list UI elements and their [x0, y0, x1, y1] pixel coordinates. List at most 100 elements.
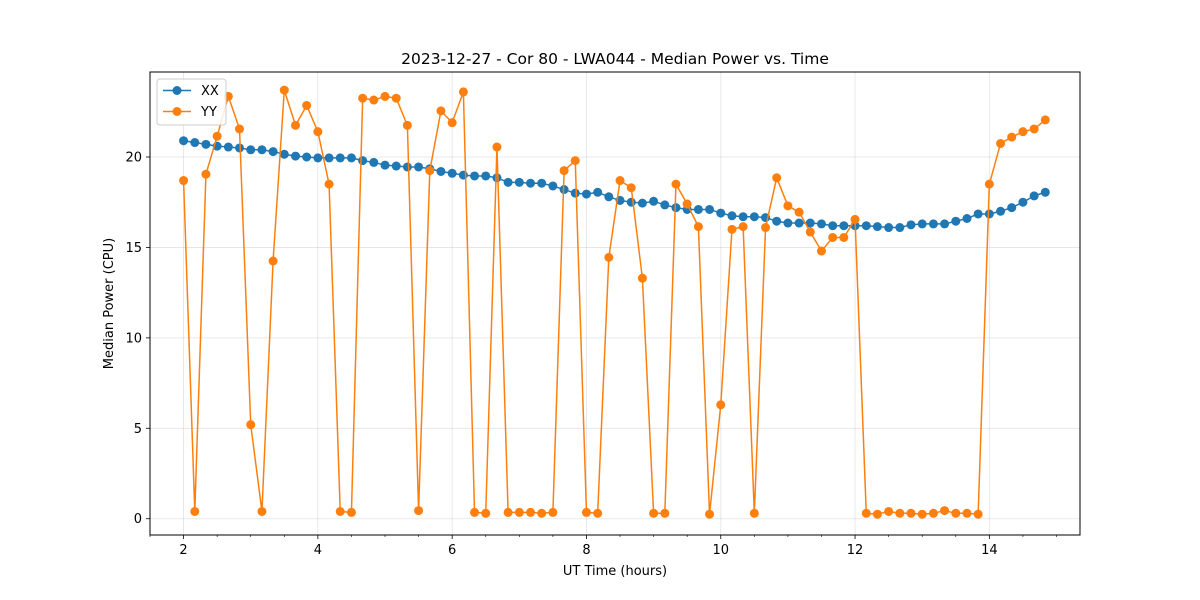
x-tick-label: 2 — [179, 543, 187, 558]
data-point-yy — [839, 232, 849, 242]
data-point-xx — [537, 178, 547, 188]
data-point-yy — [257, 506, 267, 516]
data-point-yy — [436, 106, 446, 116]
data-point-yy — [884, 506, 894, 516]
data-point-yy — [335, 506, 345, 516]
legend-label-xx: XX — [201, 84, 219, 99]
data-point-yy — [246, 420, 256, 430]
data-point-yy — [940, 506, 950, 516]
legend-label-yy: YY — [200, 105, 217, 120]
data-point-xx — [346, 153, 356, 163]
data-point-xx — [570, 188, 580, 198]
legend-marker-yy — [172, 107, 182, 116]
data-point-xx — [391, 161, 401, 171]
series-layer — [179, 85, 1050, 519]
data-point-yy — [492, 142, 502, 152]
data-point-xx — [861, 221, 871, 231]
data-point-xx — [447, 168, 457, 178]
data-point-yy — [581, 507, 591, 517]
data-point-yy — [895, 508, 905, 518]
data-point-xx — [705, 204, 715, 214]
data-point-yy — [212, 131, 222, 141]
data-point-xx — [593, 187, 603, 197]
x-tick-label: 10 — [712, 543, 729, 558]
data-point-yy — [772, 173, 782, 183]
data-point-xx — [436, 166, 446, 176]
data-point-xx — [335, 153, 345, 163]
data-point-xx — [302, 152, 312, 162]
y-axis-label: Median Power (CPU) — [102, 238, 117, 369]
data-point-yy — [503, 507, 513, 517]
data-point-xx — [492, 173, 502, 183]
data-point-yy — [604, 252, 614, 262]
data-point-xx — [805, 218, 815, 228]
data-point-xx — [951, 216, 961, 226]
y-tick-label: 20 — [125, 151, 142, 166]
y-tick-label: 5 — [134, 422, 142, 437]
data-point-xx — [201, 139, 211, 149]
data-point-xx — [984, 209, 994, 219]
data-point-xx — [1018, 197, 1028, 207]
data-point-xx — [324, 153, 334, 163]
data-point-xx — [828, 221, 838, 231]
data-point-yy — [235, 124, 245, 134]
data-point-xx — [783, 218, 793, 228]
data-point-xx — [1040, 187, 1050, 197]
data-point-xx — [246, 145, 256, 155]
data-point-yy — [872, 509, 882, 519]
series-yy — [179, 85, 1050, 519]
data-point-xx — [716, 208, 726, 218]
data-point-xx — [414, 162, 424, 172]
axes-frame — [149, 71, 1081, 536]
data-point-yy — [973, 509, 983, 519]
data-point-yy — [1007, 132, 1017, 142]
x-tick-label: 12 — [847, 543, 864, 558]
data-point-yy — [805, 227, 815, 237]
data-point-yy — [1029, 124, 1039, 134]
data-point-xx — [928, 219, 938, 229]
data-point-xx — [190, 138, 200, 148]
data-point-xx — [973, 209, 983, 219]
legend: XX YY — [156, 78, 227, 126]
data-point-yy — [559, 166, 569, 176]
data-point-yy — [279, 85, 289, 95]
data-point-yy — [783, 201, 793, 211]
data-point-yy — [268, 256, 278, 266]
data-point-yy — [637, 273, 647, 283]
data-point-xx — [749, 212, 759, 222]
data-point-yy — [917, 509, 927, 519]
chart-title: 2023-12-27 - Cor 80 - LWA044 - Median Po… — [401, 50, 829, 68]
data-point-yy — [402, 120, 412, 130]
data-point-xx — [738, 212, 748, 222]
data-point-xx — [526, 178, 536, 188]
data-point-xx — [637, 198, 647, 208]
data-point-xx — [917, 219, 927, 229]
data-point-xx — [693, 204, 703, 214]
data-point-yy — [727, 224, 737, 234]
x-tick-label: 14 — [981, 543, 998, 558]
data-point-xx — [223, 142, 233, 152]
data-point-yy — [458, 87, 468, 97]
data-point-yy — [761, 223, 771, 233]
data-point-xx — [996, 206, 1006, 216]
data-point-xx — [291, 151, 301, 161]
data-point-xx — [514, 177, 524, 187]
data-point-yy — [593, 508, 603, 518]
data-point-yy — [447, 118, 457, 128]
data-point-yy — [369, 95, 379, 105]
y-tick-label: 15 — [125, 241, 142, 256]
data-point-yy — [626, 183, 636, 193]
data-point-xx — [503, 177, 513, 187]
data-point-xx — [581, 189, 591, 199]
data-point-yy — [481, 508, 491, 518]
x-tick-label: 4 — [314, 543, 322, 558]
data-point-xx — [884, 223, 894, 233]
data-point-xx — [794, 218, 804, 228]
data-point-yy — [693, 222, 703, 232]
data-point-yy — [660, 508, 670, 518]
data-point-xx — [380, 160, 390, 170]
data-point-xx — [481, 171, 491, 181]
data-point-xx — [906, 220, 916, 230]
data-point-xx — [279, 149, 289, 159]
